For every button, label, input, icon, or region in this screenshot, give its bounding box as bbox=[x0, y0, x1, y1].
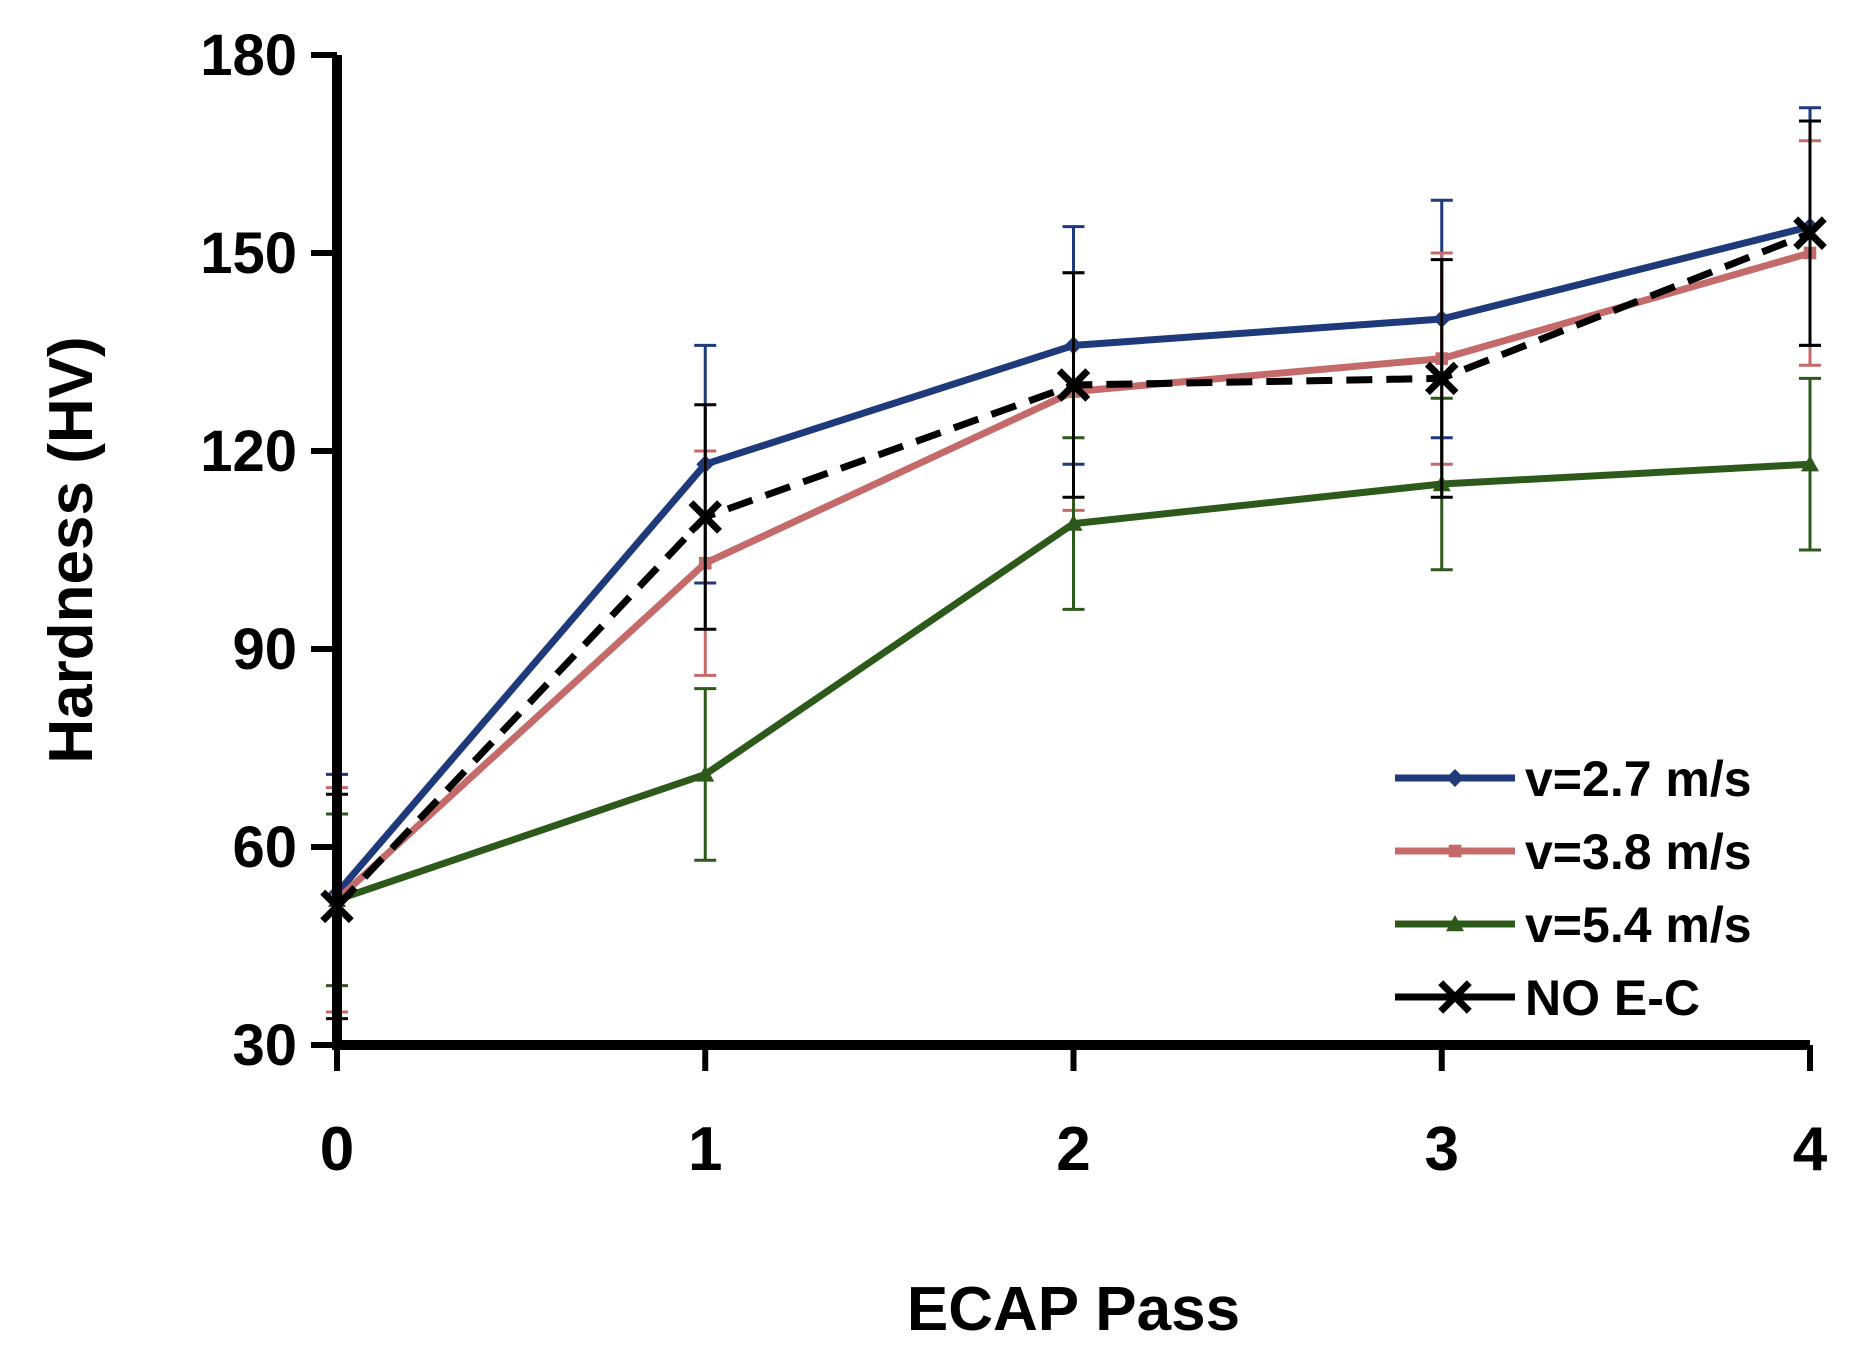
y-tick-label: 120 bbox=[200, 419, 297, 484]
data-point bbox=[1064, 514, 1083, 531]
axes: 30 60 90 120 150 180 0 1 2 3 4 bbox=[200, 23, 1828, 1184]
legend-item: NO E-C bbox=[1395, 970, 1700, 1026]
x-tick-label: 3 bbox=[1425, 1115, 1459, 1184]
x-tick-label: 0 bbox=[320, 1115, 354, 1184]
legend-item: v=5.4 m/s bbox=[1395, 897, 1752, 953]
y-tick-label: 60 bbox=[232, 815, 297, 880]
legend-label: NO E-C bbox=[1525, 970, 1700, 1026]
marker-stroke bbox=[688, 500, 723, 534]
plot-area bbox=[320, 106, 1827, 1021]
data-point bbox=[1793, 216, 1827, 250]
x-tick-label: 4 bbox=[1793, 1115, 1828, 1184]
marker-stroke bbox=[1056, 368, 1091, 402]
x-tick-label: 2 bbox=[1056, 1115, 1090, 1184]
y-tick-label: 180 bbox=[200, 23, 297, 88]
legend-marker bbox=[1446, 769, 1464, 787]
marker-stroke bbox=[1793, 216, 1827, 250]
legend-marker bbox=[1446, 915, 1464, 932]
data-point bbox=[1801, 455, 1819, 472]
marker-stroke bbox=[1438, 980, 1472, 1014]
x-tick-label: 1 bbox=[688, 1115, 722, 1184]
legend: v=2.7 m/s v=3.8 m/s v=5.4 m/s NO E-C bbox=[1395, 751, 1752, 1026]
x-axis-title: ECAP Pass bbox=[907, 1275, 1240, 1344]
legend-label: v=2.7 m/s bbox=[1525, 751, 1752, 807]
y-tick-label: 30 bbox=[232, 1013, 297, 1078]
legend-item: v=3.8 m/s bbox=[1395, 824, 1752, 880]
data-point bbox=[1424, 361, 1459, 396]
legend-item: v=2.7 m/s bbox=[1395, 751, 1752, 807]
data-point bbox=[688, 500, 723, 534]
legend-marker bbox=[1438, 980, 1472, 1014]
y-tick-label: 90 bbox=[232, 617, 297, 682]
legend-marker bbox=[1448, 844, 1462, 858]
legend-label: v=3.8 m/s bbox=[1525, 824, 1752, 880]
y-axis-title: Hardness (HV) bbox=[37, 336, 106, 763]
marker-stroke bbox=[1424, 361, 1459, 396]
legend-label: v=5.4 m/s bbox=[1525, 897, 1752, 953]
data-point bbox=[696, 765, 715, 782]
y-tick-label: 150 bbox=[200, 221, 297, 286]
data-point bbox=[1056, 368, 1091, 402]
